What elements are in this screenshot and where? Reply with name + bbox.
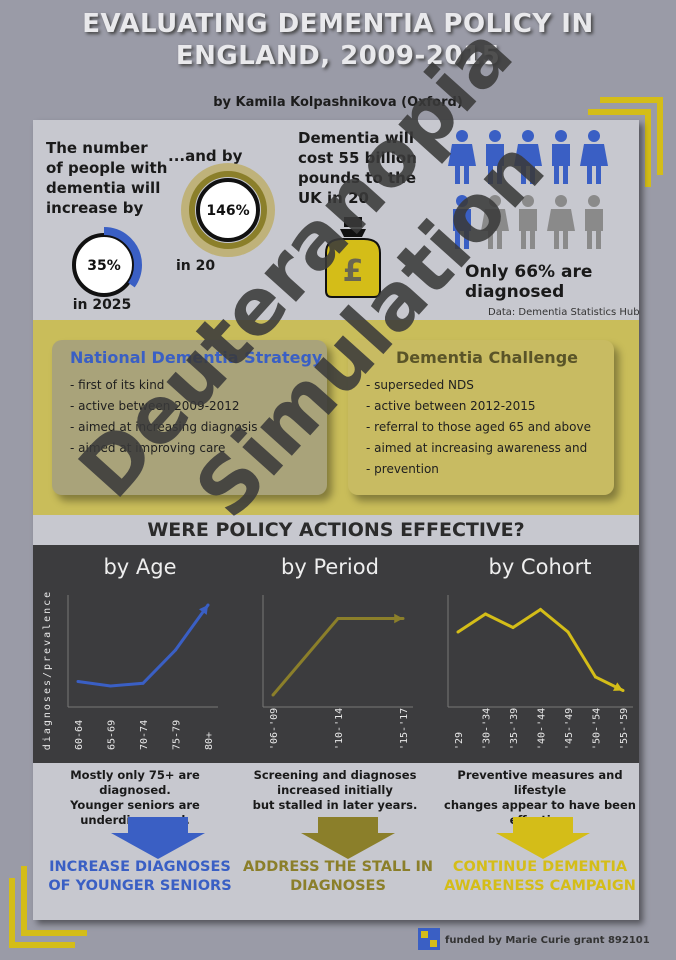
tick-label: '30-'34	[482, 708, 493, 750]
page-title: EVALUATING DEMENTIA POLICY IN ENGLAND, 2…	[0, 8, 676, 72]
funder-logo	[418, 928, 440, 950]
person-icon	[514, 130, 542, 184]
action-period: ADDRESS THE STALL IN DIAGNOSES	[242, 859, 434, 894]
chart-title-period: by Period	[281, 555, 379, 579]
note-age: Mostly only 75+ are diagnosed. Younger se…	[70, 768, 200, 827]
arrowhead-icon	[198, 605, 208, 615]
person-icon	[519, 195, 537, 249]
data-point	[174, 648, 177, 652]
diagnosed-text: Only 66% are diagnosed	[465, 262, 593, 302]
down-arrow-icon	[301, 817, 395, 859]
person-icon	[547, 195, 575, 249]
person-icon	[552, 130, 570, 184]
data-point	[141, 681, 145, 685]
tick-label: '10-'14	[334, 708, 345, 750]
increase-text: The number of people with dementia will …	[46, 139, 168, 217]
tick-label: 75-79	[172, 720, 183, 750]
donut-146-year: in 20	[176, 258, 216, 274]
person-icon	[585, 195, 603, 249]
effectiveness-question: WERE POLICY ACTIONS EFFECTIVE?	[147, 519, 525, 541]
down-arrows	[111, 817, 590, 859]
data-point	[336, 617, 340, 620]
person-icon	[580, 130, 608, 184]
author-line: by Kamila Kolpashnikova (Oxford)	[213, 95, 463, 110]
challenge-item: superseded NDS	[366, 375, 614, 396]
action-age: INCREASE DIAGNOSES OF YOUNGER SENIORS	[48, 859, 232, 894]
data-point	[456, 630, 460, 634]
action-cohort: CONTINUE DEMENTIA AWARENESS CAMPAIGN	[444, 859, 636, 894]
challenge-item: aimed at increasing awareness and	[366, 438, 614, 459]
down-arrow-icon	[496, 817, 590, 859]
charts-svg: diagnoses/prevalence 60-64 65-69 70-74 75-7…	[42, 590, 633, 750]
tick-label: 70-74	[139, 720, 150, 750]
tick-label: '35-'39	[509, 708, 520, 750]
and-by-text: ...and by	[168, 147, 243, 165]
data-point	[511, 626, 515, 629]
chart-title-age: by Age	[103, 555, 177, 579]
data-point	[271, 693, 275, 697]
tick-label: '45-'49	[564, 708, 575, 750]
cost-text: Dementia will cost 55 billion pounds to …	[298, 129, 417, 207]
charts-panel	[33, 545, 639, 763]
data-point	[484, 612, 487, 616]
donut-35-year: in 2025	[72, 297, 132, 313]
challenge-card: Dementia Challenge superseded NDS active…	[348, 340, 614, 495]
nds-item: aimed at improving care	[70, 438, 327, 459]
nds-title: National Dementia Strategy	[70, 348, 323, 367]
arrowhead-icon	[394, 613, 403, 624]
chart-title-cohort: by Cohort	[488, 555, 592, 579]
tick-label: '40-'44	[537, 708, 548, 750]
funding-note: funded by Marie Curie grant 892101	[445, 935, 650, 946]
donut-35: 35%	[66, 227, 142, 303]
pound-symbol: £	[343, 254, 364, 289]
down-arrow-icon	[111, 817, 205, 859]
nds-card: National Dementia Strategy first of its …	[52, 340, 327, 495]
donut-146: 146%	[181, 163, 275, 257]
person-icon	[453, 195, 471, 249]
data-point	[206, 603, 210, 607]
nds-item: first of its kind	[70, 375, 327, 396]
series-line	[77, 604, 210, 688]
tick-label: 80+	[204, 732, 215, 750]
challenge-item-cont: prevention	[366, 459, 614, 480]
data-point	[401, 617, 405, 620]
tick-label: '29	[454, 732, 465, 750]
donut-146-value: 146%	[206, 203, 249, 219]
money-bag-icon: £	[325, 217, 381, 298]
note-period: Screening and diagnoses increased initial…	[252, 768, 418, 812]
challenge-title: Dementia Challenge	[396, 348, 578, 367]
tick-label: 65-69	[107, 720, 118, 750]
data-point	[76, 680, 80, 683]
challenge-item: referral to those aged 65 and above	[366, 417, 614, 438]
nds-item: aimed at increasing diagnosis	[70, 417, 327, 438]
nds-item: active between 2009-2012	[70, 396, 327, 417]
tick-label: '50-'54	[592, 708, 603, 750]
tick-label: '06-'09	[269, 708, 280, 750]
page-title-line2: ENGLAND, 2009-2015	[175, 41, 501, 71]
series-line	[271, 617, 403, 696]
data-source: Data: Dementia Statistics Hub	[488, 307, 640, 318]
challenge-item: active between 2012-2015	[366, 396, 614, 417]
people-grid	[448, 130, 608, 249]
data-point	[539, 608, 542, 611]
person-icon	[481, 195, 509, 249]
data-point	[594, 675, 597, 679]
data-point	[621, 689, 625, 692]
data-point	[566, 630, 570, 634]
arrowhead-icon	[613, 682, 623, 691]
tick-label: '15-'17	[399, 708, 410, 750]
tick-label: '55-'59	[619, 708, 630, 750]
series-line	[457, 607, 624, 692]
y-axis-label: diagnoses/prevalence	[42, 590, 53, 750]
donut-35-value: 35%	[87, 258, 121, 274]
data-point	[109, 684, 112, 688]
person-icon	[486, 130, 504, 184]
person-icon	[448, 130, 476, 184]
tick-label: 60-64	[74, 720, 85, 750]
